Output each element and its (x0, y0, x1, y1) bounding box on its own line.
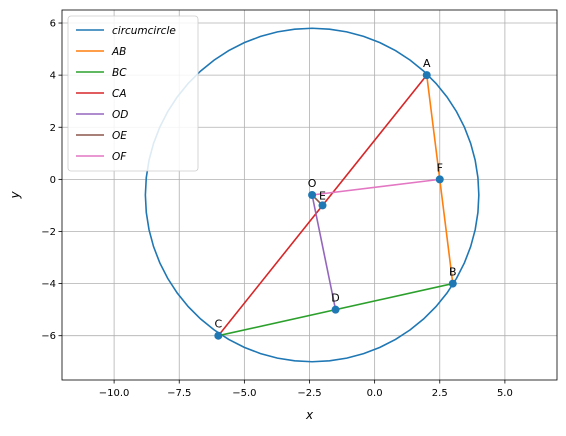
series-line-of (312, 178, 440, 196)
legend-label: AB (111, 46, 126, 58)
legend-label: circumcircle (112, 25, 176, 37)
point-a-label: A (423, 57, 431, 70)
point-e-label: E (319, 189, 326, 202)
legend: circumcircle AB BC CA OD OE OF (67, 15, 199, 172)
x-axis-label: x (305, 408, 314, 422)
y-tick-label: 0 (50, 175, 56, 186)
y-tick-label: 4 (50, 71, 56, 82)
legend-box (67, 15, 199, 172)
x-tick-label: 0.0 (367, 388, 383, 399)
point-c-marker (214, 331, 223, 340)
y-tick-label: 6 (50, 19, 56, 30)
legend-label: OD (112, 109, 128, 121)
x-tick-label: −5.0 (232, 388, 256, 399)
y-tick-label: −6 (41, 331, 56, 342)
point-d-marker (331, 305, 340, 314)
point-f-marker (435, 175, 444, 184)
legend-label: OE (112, 130, 127, 142)
x-tick-label: −7.5 (167, 388, 191, 399)
x-tick-label: −2.5 (297, 388, 321, 399)
point-f-label: F (437, 161, 443, 174)
legend-label: OF (112, 151, 127, 163)
y-tick-label: −4 (41, 279, 56, 290)
point-a-marker (422, 71, 431, 80)
y-tick-label: −2 (41, 227, 56, 238)
point-b-marker (448, 279, 457, 288)
x-tick-label: 2.5 (432, 388, 448, 399)
y-tick-label: 2 (50, 123, 56, 134)
legend-label: BC (112, 67, 127, 79)
ticks: −10.0 −7.5 −5.0 −2.5 0.0 2.5 5.0 −6 −4 −2 0 2 4 6 (41, 19, 513, 399)
x-tick-label: 5.0 (497, 388, 513, 399)
x-tick-label: −10.0 (99, 388, 130, 399)
point-o-label: O (308, 177, 317, 190)
point-o-marker (308, 191, 317, 199)
legend-label: CA (112, 88, 127, 100)
point-b-label: B (449, 266, 457, 279)
point-e-marker (318, 201, 327, 210)
point-c-label: C (214, 318, 222, 331)
y-axis-label: y (8, 191, 22, 200)
points: A B C D E F O (214, 57, 457, 340)
series-line-od (311, 194, 337, 310)
point-d-label: D (331, 292, 339, 305)
circumcircle-line (144, 27, 480, 363)
